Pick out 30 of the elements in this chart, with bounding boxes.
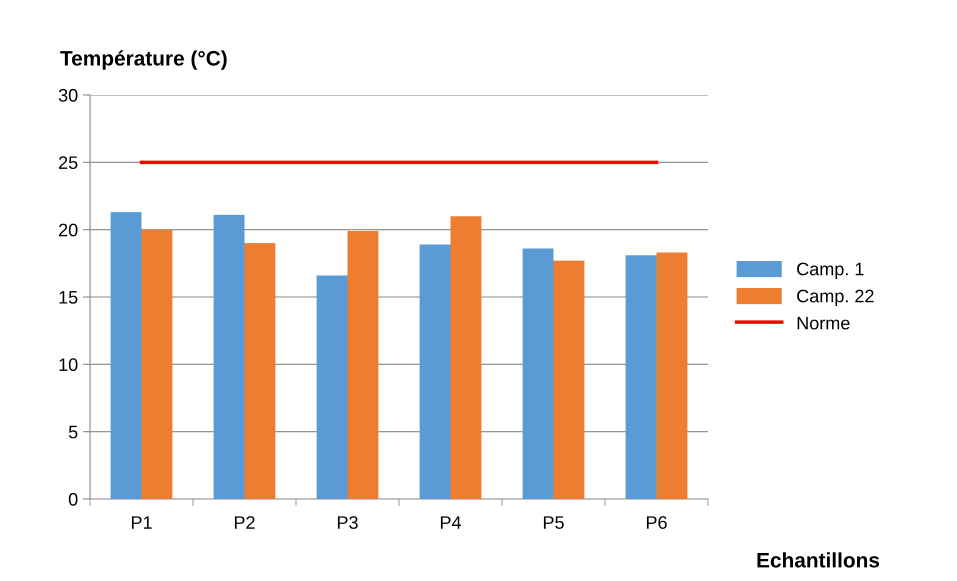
y-tick-label: 25 <box>59 156 78 170</box>
x-tick-label: P6 <box>646 516 667 529</box>
y-tick-label: 20 <box>59 224 78 236</box>
x-tick-label: P3 <box>338 516 358 529</box>
y-tick-label: 15 <box>59 291 78 304</box>
bar <box>214 214 244 499</box>
bar <box>554 260 584 499</box>
legend-label: Camp. 22 <box>797 290 874 306</box>
bar <box>522 248 554 499</box>
y-axis-title: Température (°C) <box>60 50 227 70</box>
bar <box>626 255 656 499</box>
legend-label: Camp. 1 <box>797 262 864 279</box>
bar <box>420 244 450 499</box>
bar <box>110 212 142 499</box>
y-tick-label: 10 <box>59 358 78 372</box>
bar <box>348 231 378 499</box>
y-tick-label: 5 <box>68 426 78 438</box>
x-tick-label: P2 <box>234 516 255 529</box>
x-tick-label: P5 <box>544 516 564 529</box>
y-tick-label: 30 <box>58 88 78 102</box>
bar <box>244 243 276 499</box>
x-tick-label: P4 <box>440 516 462 529</box>
bar <box>450 216 482 499</box>
bar <box>656 252 688 499</box>
x-axis-title: Echantillons <box>757 552 880 568</box>
bar <box>316 275 348 499</box>
legend-label: Norme <box>798 316 850 330</box>
y-tick-label: 0 <box>68 492 78 506</box>
bar <box>142 230 172 499</box>
x-tick-label: P1 <box>132 516 152 529</box>
